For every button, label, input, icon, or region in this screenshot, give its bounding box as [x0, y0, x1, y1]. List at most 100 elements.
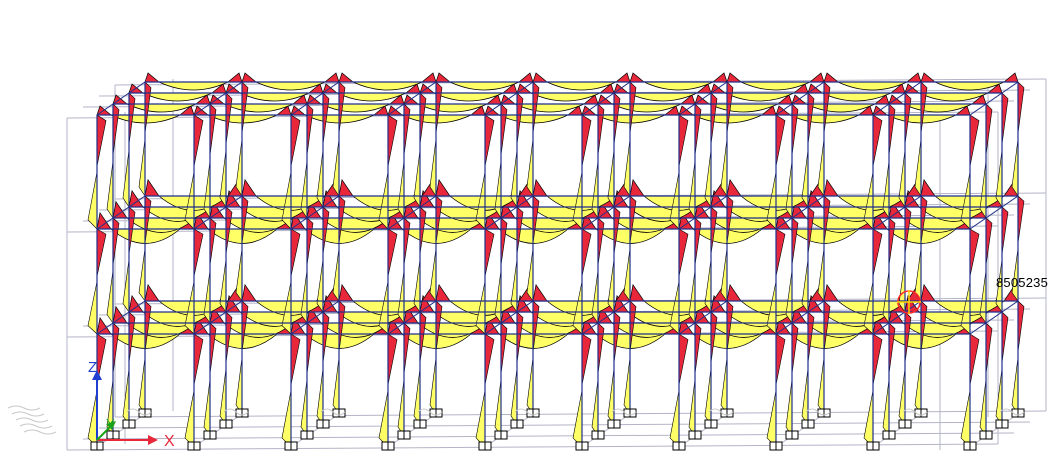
column-moment [96, 228, 107, 277]
column-moment [694, 103, 702, 156]
column-moment [979, 379, 987, 437]
support-icon [720, 408, 734, 418]
column-moment [484, 333, 495, 385]
z-axis-label: Z [88, 359, 97, 376]
column-moment [775, 333, 786, 385]
grid-line [82, 432, 1015, 440]
column-moment [678, 228, 689, 277]
column-moment [87, 281, 98, 335]
column-moment [413, 368, 421, 426]
ghost-glyph [19, 423, 53, 429]
beam-moment-hogging [1003, 72, 1019, 83]
column-moment [872, 333, 883, 385]
column-moment [775, 228, 786, 277]
column-moment [581, 114, 592, 167]
beam-moment-hogging [227, 72, 243, 83]
column-moment [106, 160, 114, 220]
column-moment [607, 259, 615, 313]
column-moment [766, 390, 777, 448]
support-icon [187, 441, 201, 451]
column-moment [872, 114, 883, 167]
column-moment [882, 270, 890, 324]
column-moment [106, 270, 114, 324]
support-icon [235, 408, 249, 418]
column-moment [193, 114, 204, 167]
column-moment [397, 270, 405, 324]
column-moment [720, 357, 728, 415]
ghost-glyph [15, 417, 49, 423]
beam [581, 300, 631, 335]
beam-moment-hogging [823, 72, 839, 83]
column-moment [623, 248, 631, 302]
support-icon [995, 419, 1009, 429]
column-moment [96, 114, 107, 167]
column-moment [898, 368, 906, 426]
column-moment [1011, 357, 1019, 415]
selection-cursor[interactable] [897, 290, 921, 314]
column-moment [688, 379, 696, 437]
column-moment [203, 160, 211, 220]
beam [387, 195, 437, 230]
support-icon [381, 441, 395, 451]
support-icon [704, 419, 718, 429]
column-moment [500, 103, 508, 156]
column-moment [316, 368, 324, 426]
column-moment [484, 114, 495, 167]
support-icon [300, 430, 314, 440]
column-moment [209, 103, 217, 156]
column-moment [898, 259, 906, 313]
column-moment [138, 138, 146, 198]
support-icon [914, 408, 928, 418]
column-moment [669, 390, 680, 448]
column-moment [1001, 206, 1009, 255]
support-icon [316, 419, 330, 429]
grid-line [96, 413, 146, 448]
beam [678, 81, 728, 116]
column-moment [306, 322, 314, 374]
column-moment [429, 357, 437, 415]
column-moment [623, 357, 631, 415]
beam-moment-hogging [144, 178, 160, 197]
beam [678, 300, 728, 335]
support-icon [898, 419, 912, 429]
beam-moment-hogging [712, 72, 728, 83]
grid-line [66, 443, 999, 451]
column-moment [694, 217, 702, 266]
beam-moment-hogging [518, 72, 534, 83]
column-moment [995, 368, 1003, 426]
beam-moment-hogging [920, 72, 936, 83]
column-moment [112, 103, 120, 156]
ghost-glyph [7, 405, 41, 411]
support-icon [413, 419, 427, 429]
beam-moment-hogging [435, 72, 451, 83]
column-moment [138, 357, 146, 415]
beam [581, 195, 631, 230]
beam-moment-hogging [629, 178, 645, 197]
beam-moment-hogging [338, 72, 354, 83]
column-moment [985, 322, 993, 374]
ghost-glyph [23, 429, 57, 435]
column-moment [87, 171, 98, 230]
beam [775, 300, 825, 335]
support-icon [1011, 408, 1025, 418]
column-moment [122, 368, 130, 426]
column-moment [219, 149, 227, 209]
column-moment [817, 357, 825, 415]
column-moment [500, 322, 508, 374]
column-moment [1017, 300, 1025, 352]
column-moment [397, 160, 405, 220]
beam [872, 81, 922, 116]
beam [484, 81, 534, 116]
supports [90, 408, 1025, 451]
column-moment [785, 270, 793, 324]
beam [969, 195, 1019, 230]
beam [96, 81, 146, 116]
y-axis-label: Y [106, 416, 115, 431]
support-icon [510, 419, 524, 429]
column-moment [969, 228, 980, 277]
beam-moment-hogging [920, 283, 936, 302]
column-moment [332, 138, 340, 198]
support-icon [526, 408, 540, 418]
